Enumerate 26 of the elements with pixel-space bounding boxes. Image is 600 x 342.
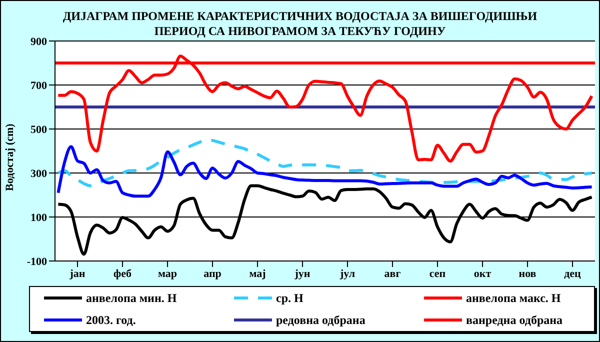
x-tick-label: авг (384, 268, 401, 280)
legend-label: 2003. год. (86, 312, 136, 328)
x-tick-label: јан (68, 268, 86, 280)
y-tick-label: 700 (30, 80, 48, 92)
x-tick-label: мар (158, 268, 178, 280)
legend-label: анвелопа макс. Н (466, 290, 561, 306)
x-tick-label: апр (204, 268, 222, 280)
x-tick-label: сеп (429, 268, 446, 280)
legend-label: ванредна одбрана (466, 312, 563, 328)
x-tick-label: јул (338, 268, 356, 280)
y-tick-label: 500 (30, 124, 48, 136)
x-tick-label: мај (249, 268, 266, 280)
x-tick-label: окт (474, 268, 492, 280)
y-tick-label: 900 (30, 36, 48, 48)
legend-label: редовна одбрана (276, 312, 366, 328)
y-axis-title: Водостај (cm) (4, 123, 16, 191)
y-tick-label: 100 (30, 212, 48, 224)
x-tick-label: феб (114, 268, 132, 280)
x-tick-label: дец (564, 268, 582, 280)
x-tick-label: нов (518, 268, 536, 280)
chart-title: ДИЈАГРАМ ПРОМЕНЕ КАРАКТЕРИСТИЧНИХ ВОДОСТАЈА ЗА ВИШЕГОДИШЊИ ПЕРИОД СА НИВОГРАМОМ ЗА ТЕКУЋУ ГОДИНУ (62, 9, 538, 38)
y-tick-label: 300 (30, 168, 48, 180)
x-tick-label: јун (294, 268, 311, 280)
legend-label: анвелопа мин. Н (86, 290, 177, 306)
y-tick-label: -100 (26, 256, 48, 268)
legend-label: ср. Н (276, 290, 304, 306)
